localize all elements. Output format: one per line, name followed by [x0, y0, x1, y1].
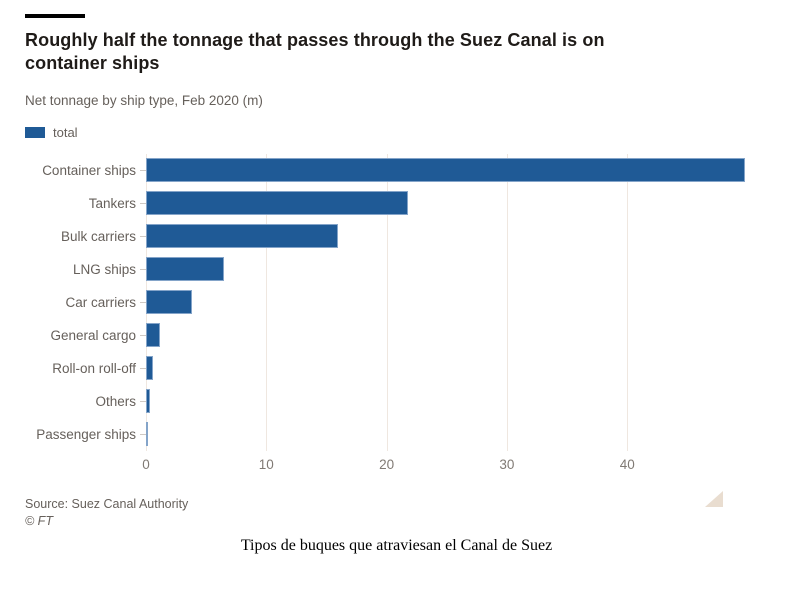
bar-row [146, 418, 768, 451]
category-tick-dash [140, 301, 146, 303]
category-labels: Container ships Tankers Bulk carriers LNG s… [25, 154, 146, 451]
category-label: Others [95, 393, 136, 409]
category-tick-dash [140, 202, 146, 204]
ft-chart: Roughly half the tonnage that passes thr… [25, 14, 768, 475]
bar-row [146, 220, 768, 253]
gridline [386, 153, 388, 451]
bar-roll-on-roll-off [146, 356, 154, 381]
category-tick-dash [140, 400, 146, 402]
bar-row [146, 352, 768, 385]
legend: total [25, 125, 768, 140]
ft-top-rule [25, 14, 85, 18]
bar-passenger-ships [146, 422, 148, 447]
x-tick-label: 30 [499, 456, 515, 472]
category-label-row: Bulk carriers [25, 220, 146, 253]
gridline [506, 153, 508, 451]
bar-car-carriers [146, 290, 192, 315]
bar-chart-plot: Container ships Tankers Bulk carriers LNG s… [25, 153, 768, 451]
bar-lng-ships [146, 257, 225, 282]
category-tick-dash [140, 367, 146, 369]
category-label: Tankers [88, 195, 136, 211]
category-label: General cargo [50, 327, 136, 343]
bar-tankers [146, 191, 409, 216]
category-tick-dash [140, 334, 146, 336]
source-text: Source: Suez Canal Authority [25, 496, 189, 511]
x-tick-label: 0 [142, 456, 150, 472]
category-label-row: Car carriers [25, 286, 146, 319]
category-label-row: Tankers [25, 187, 146, 220]
category-tick-dash [140, 169, 146, 171]
bar-row [146, 253, 768, 286]
gridline [266, 153, 268, 451]
category-label-row: General cargo [25, 319, 146, 352]
category-label-row: Roll-on roll-off [25, 352, 146, 385]
category-label: LNG ships [72, 261, 136, 277]
bar-row [146, 187, 768, 220]
legend-label: total [53, 124, 78, 140]
bar-general-cargo [146, 323, 161, 348]
bar-container-ships [146, 158, 746, 183]
category-label: Passenger ships [36, 426, 136, 442]
bar-rows [146, 153, 768, 451]
chart-title: Roughly half the tonnage that passes thr… [25, 30, 605, 74]
bar-row [146, 286, 768, 319]
gridline [627, 153, 629, 451]
x-tick-label: 10 [258, 456, 274, 472]
legend-swatch-icon [25, 126, 45, 138]
category-label-row: LNG ships [25, 253, 146, 286]
chart-subtitle: Net tonnage by ship type, Feb 2020 (m) [25, 92, 263, 108]
category-label: Roll-on roll-off [52, 360, 136, 376]
category-tick-dash [140, 433, 146, 435]
category-tick-dash [140, 235, 146, 237]
chart-footer: Source: Suez Canal Authority © FT [0, 475, 793, 528]
copyright-text: © FT [25, 513, 53, 528]
bar-row [146, 154, 768, 187]
category-label-row: Container ships [25, 154, 146, 187]
category-label-row: Others [25, 385, 146, 418]
bar-row [146, 385, 768, 418]
figure-caption: Tipos de buques que atraviesan el Canal … [240, 536, 553, 554]
category-label: Bulk carriers [60, 228, 136, 244]
category-label-row: Passenger ships [25, 418, 146, 451]
category-label: Container ships [42, 162, 136, 178]
resize-handle-icon[interactable] [705, 490, 723, 507]
category-tick-dash [140, 268, 146, 270]
x-tick-label: 40 [619, 456, 635, 472]
bar-row [146, 319, 768, 352]
category-label: Car carriers [65, 294, 136, 310]
x-tick-label: 20 [379, 456, 395, 472]
bar-bulk-carriers [146, 224, 339, 249]
bar-others [146, 389, 150, 414]
x-axis-ticks: 0 10 20 30 40 [142, 451, 768, 475]
